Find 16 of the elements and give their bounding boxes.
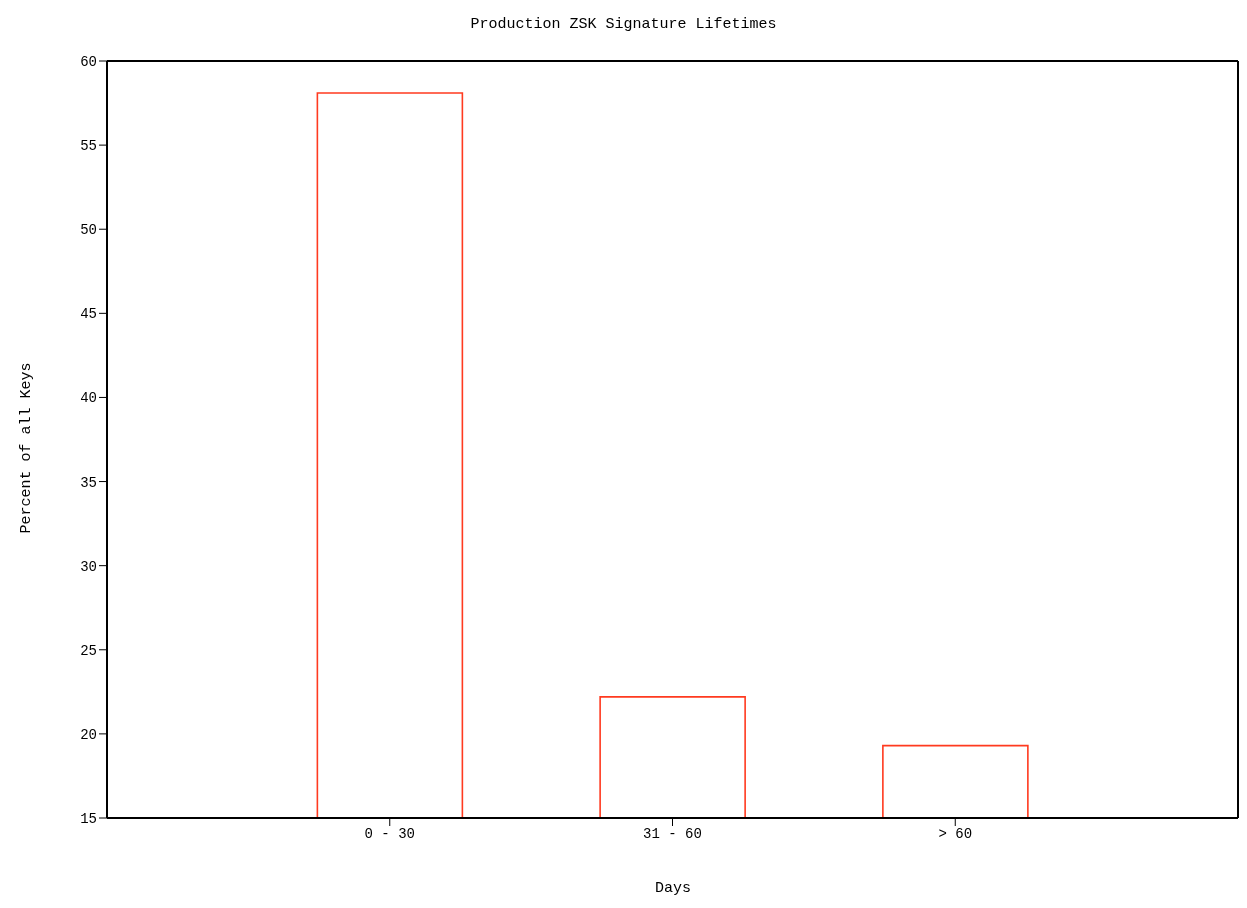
y-tick-label: 35 <box>80 474 97 491</box>
x-tick-label: 0 - 30 <box>364 825 415 842</box>
chart-title: Production ZSK Signature Lifetimes <box>469 16 778 33</box>
y-tick-label: 50 <box>80 222 97 239</box>
y-tick-label: 60 <box>80 53 97 70</box>
y-tick-label: 45 <box>80 306 97 323</box>
x-axis-title: Days <box>654 880 692 897</box>
y-tick-label: 30 <box>80 558 97 575</box>
y-tick-label: 40 <box>80 390 97 407</box>
y-tick-label: 15 <box>80 810 97 827</box>
y-tick-label: 25 <box>80 642 97 659</box>
y-tick-label: 55 <box>80 138 97 155</box>
y-tick-label: 20 <box>80 726 97 743</box>
y-axis-title: Percent of all Keys <box>17 362 35 534</box>
x-tick-label: 31 - 60 <box>643 825 702 842</box>
x-tick-label: > 60 <box>938 825 973 842</box>
